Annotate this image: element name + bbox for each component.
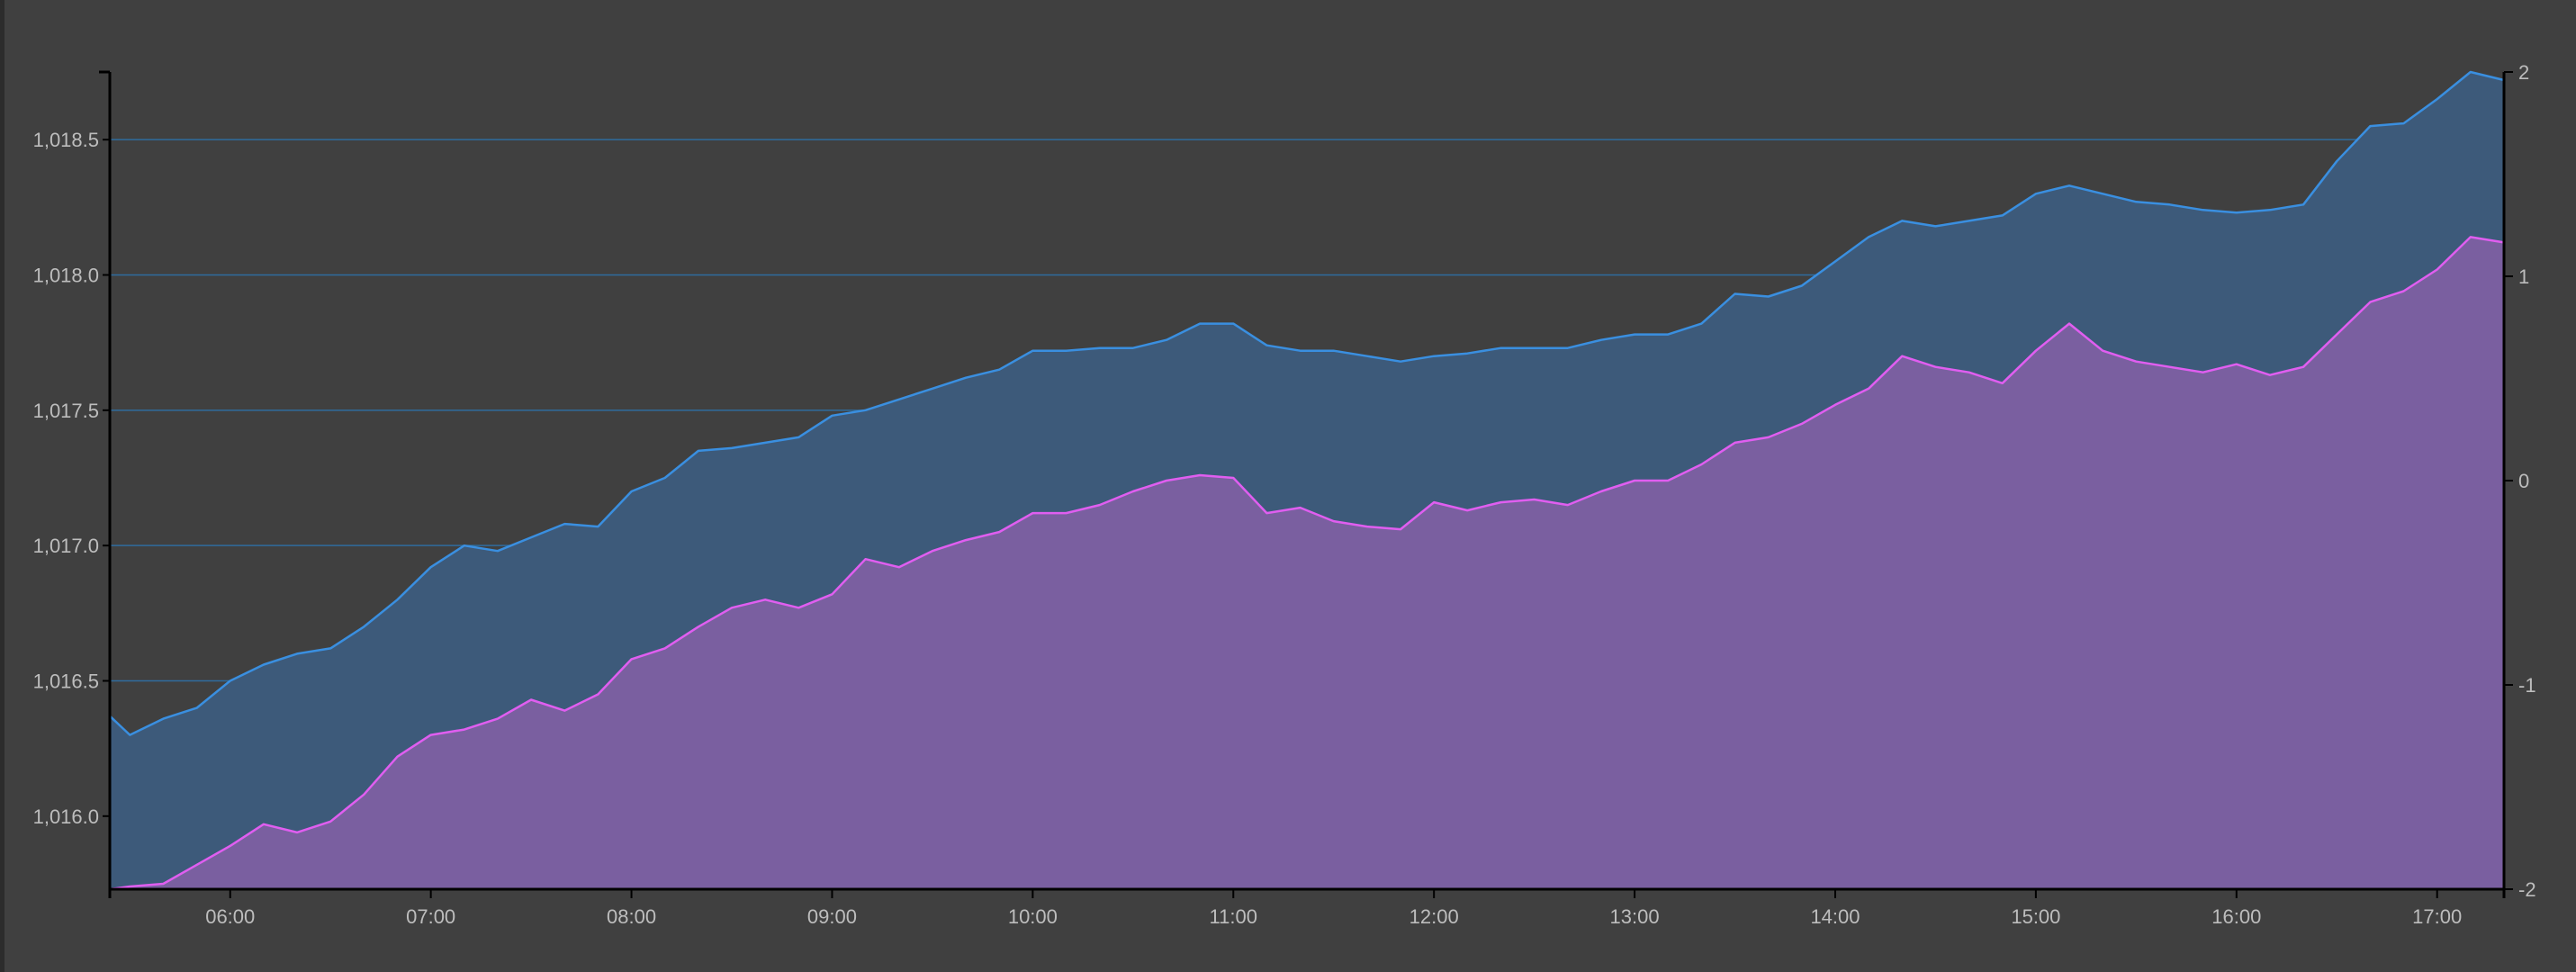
- left-tick-label: 1,018.5: [33, 129, 99, 151]
- right-tick-label: 0: [2518, 470, 2529, 492]
- left-tick-label: 1,016.0: [33, 806, 99, 828]
- x-tick-label: 14:00: [1810, 905, 1860, 928]
- left-tick-label: 1,017.5: [33, 400, 99, 422]
- x-tick-label: 08:00: [607, 905, 656, 928]
- right-tick-label: -1: [2518, 674, 2536, 697]
- right-tick-label: 1: [2518, 266, 2529, 288]
- x-tick-label: 15:00: [2011, 905, 2060, 928]
- series-line-1: [109, 70, 2505, 736]
- x-tick-label: 07:00: [406, 905, 455, 928]
- series-line-2: [109, 236, 2505, 891]
- x-tick-label: 12:00: [1410, 905, 1459, 928]
- left-tick-label: 1,017.0: [33, 535, 99, 557]
- x-tick-label: 16:00: [2211, 905, 2261, 928]
- right-tick-label: -2: [2518, 878, 2536, 901]
- left-tick-label: 1,018.0: [33, 264, 99, 286]
- x-tick-label: 09:00: [807, 905, 857, 928]
- x-tick-label: 10:00: [1008, 905, 1058, 928]
- x-tick-label: 13:00: [1610, 905, 1660, 928]
- x-tick-label: 17:00: [2412, 905, 2462, 928]
- right-tick-label: 2: [2518, 61, 2529, 84]
- series-area-2: [110, 237, 2504, 889]
- left-tick-label: 1,016.5: [33, 670, 99, 692]
- x-tick-label: 11:00: [1210, 905, 1257, 928]
- x-tick-label: 06:00: [205, 905, 255, 928]
- left-edge-strip: [0, 0, 5, 972]
